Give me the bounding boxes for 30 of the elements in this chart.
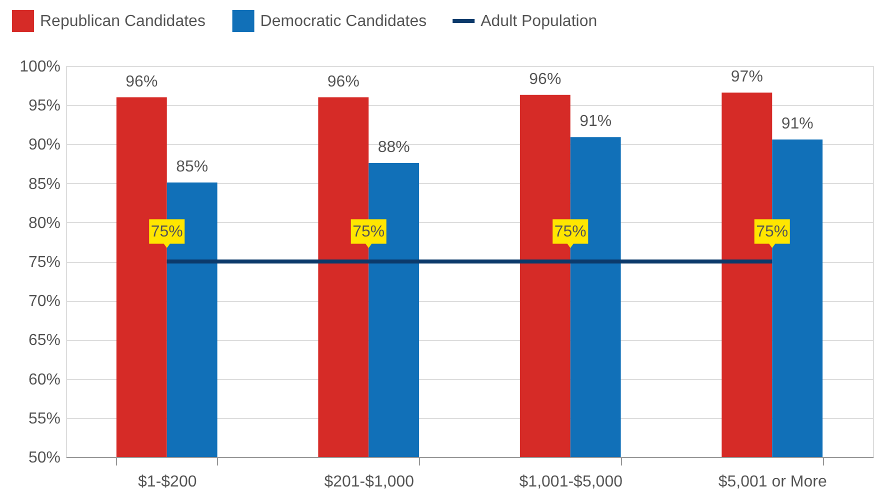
data-label: 91% — [781, 116, 814, 133]
y-tick-label: 100% — [20, 58, 60, 76]
x-tick-label: $5,001 or More — [718, 474, 827, 489]
y-tick-label: 60% — [28, 371, 60, 388]
data-label: 96% — [529, 70, 562, 88]
x-tick-label: $1-$200 — [138, 474, 197, 489]
y-tick-label: 75% — [28, 254, 60, 271]
data-label: 97% — [730, 68, 763, 86]
x-tick-label: $1,001-$5,000 — [519, 474, 623, 489]
y-tick-label: 90% — [28, 136, 60, 154]
legend-label: Adult Population — [480, 13, 598, 30]
y-tick-label: 55% — [28, 410, 60, 428]
data-label: 96% — [327, 73, 360, 90]
y-tick-label: 70% — [28, 293, 60, 310]
data-label: 85% — [176, 158, 208, 176]
y-tick-label: 50% — [28, 450, 60, 466]
legend-label: Republican Candidates — [40, 13, 206, 30]
data-label: 75% — [150, 224, 183, 240]
data-label: 75% — [352, 224, 385, 240]
legend-label: Democratic Candidates — [260, 13, 427, 30]
y-tick-label: 80% — [28, 214, 60, 232]
data-label: 91% — [580, 113, 612, 130]
data-label: 96% — [126, 73, 158, 90]
y-tick-label: 65% — [28, 332, 60, 350]
y-tick-label: 95% — [28, 98, 60, 115]
y-tick-label: 85% — [28, 176, 60, 193]
data-label: 88% — [378, 138, 410, 156]
data-label: 75% — [554, 224, 586, 240]
x-tick-label: $201-$1,000 — [324, 474, 414, 489]
data-label: 75% — [756, 224, 788, 240]
